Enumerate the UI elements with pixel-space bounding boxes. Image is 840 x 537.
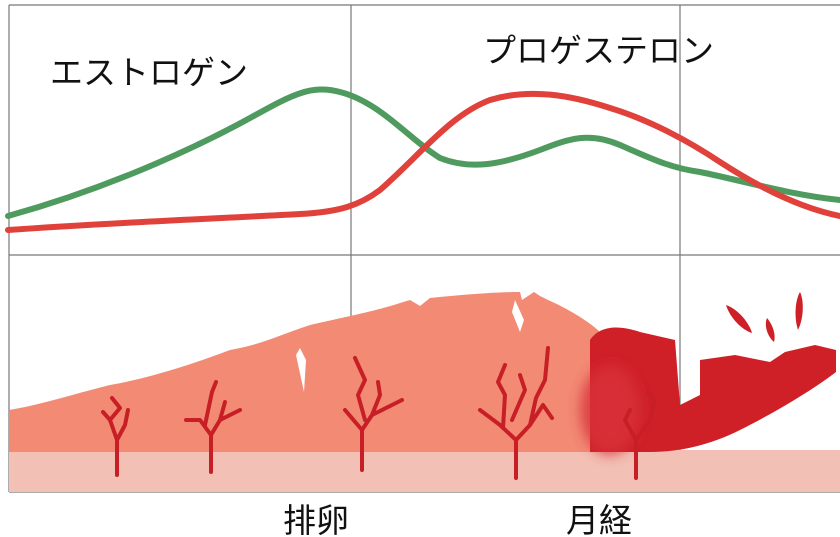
progesterone-label: プロゲステロン	[483, 31, 714, 70]
vessel	[101, 396, 130, 477]
vessel	[623, 390, 657, 480]
basal-layer	[9, 450, 840, 492]
menstruation-label: 月経	[566, 501, 632, 537]
blood-drop	[765, 318, 775, 342]
estrogen-label: エストロゲン	[50, 53, 248, 92]
blood-drop	[726, 305, 752, 333]
blood-diffuse	[580, 365, 640, 455]
vessel	[478, 346, 554, 480]
estrogen-curve	[5, 86, 840, 219]
blood-drop	[795, 292, 803, 330]
ovulation-label: 排卵	[283, 501, 349, 537]
blood-vessels	[101, 346, 657, 480]
vessel	[343, 356, 404, 472]
vessel	[184, 380, 242, 474]
progesterone-curve	[5, 90, 840, 233]
